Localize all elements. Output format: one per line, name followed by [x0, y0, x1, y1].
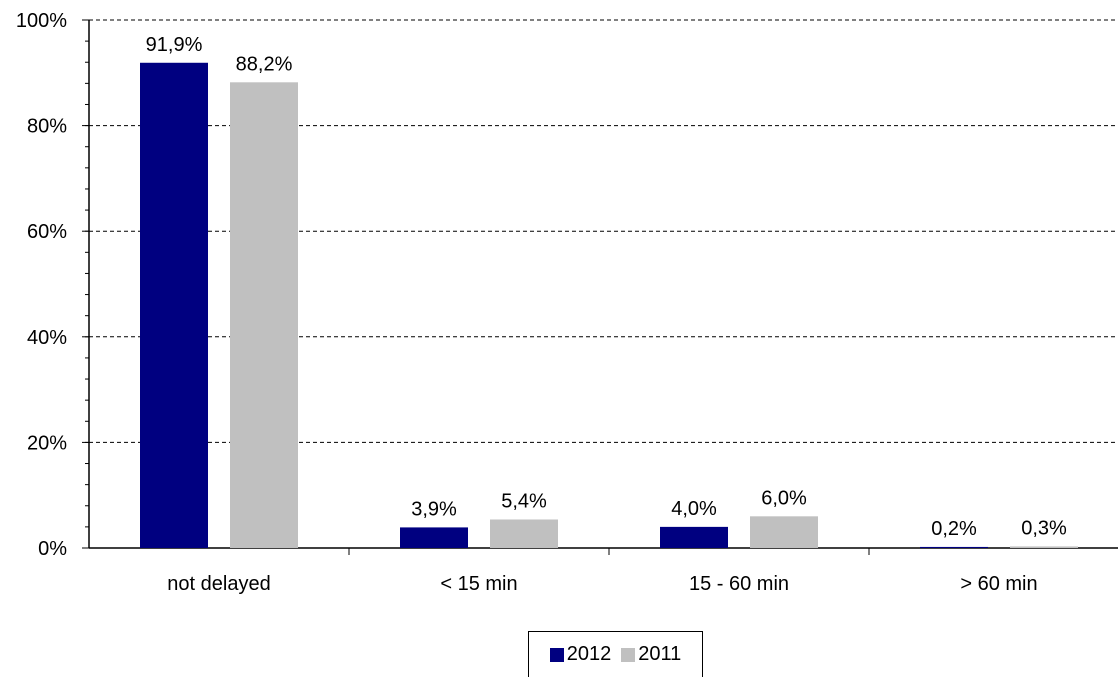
bar-2011-3: [1010, 546, 1078, 548]
legend-label-2011: 2011: [638, 643, 682, 665]
bar-2011-2: [750, 516, 818, 548]
y-tick-label: 0%: [38, 538, 67, 560]
x-tick-label: not delayed: [167, 573, 270, 595]
y-tick-label: 80%: [27, 116, 67, 138]
data-label-2011-3: 0,3%: [1021, 517, 1067, 539]
bar-2012-0: [140, 62, 208, 548]
y-tick-label: 40%: [27, 327, 67, 349]
data-label-2012-3: 0,2%: [931, 518, 977, 540]
legend-item-2012: 2012: [549, 643, 612, 666]
chart-legend: 2012 2011: [528, 631, 703, 677]
bar-2012-3: [920, 546, 988, 548]
x-tick-label: < 15 min: [440, 573, 517, 595]
bar-2011-0: [230, 82, 298, 548]
data-label-2012-0: 91,9%: [146, 34, 203, 56]
y-tick-label: 100%: [16, 10, 67, 32]
data-label-2011-1: 5,4%: [501, 490, 547, 512]
x-tick-label: 15 - 60 min: [689, 573, 789, 595]
legend-swatch-2012: [549, 647, 564, 662]
bar-2011-1: [490, 519, 558, 548]
legend-swatch-2011: [621, 647, 636, 662]
bar-chart: 0% 20% 40% 60% 80% 100% not delayed 91,9% 88,2% <…: [16, 10, 1118, 595]
x-tick-label: > 60 min: [960, 573, 1037, 595]
legend-label-2012: 2012: [566, 643, 612, 665]
data-label-2011-0: 88,2%: [236, 53, 293, 75]
y-tick-label: 20%: [27, 432, 67, 454]
data-label-2011-2: 6,0%: [761, 487, 807, 509]
bar-2012-2: [660, 526, 728, 548]
data-label-2012-1: 3,9%: [411, 498, 457, 520]
legend-item-2011: 2011: [621, 643, 681, 666]
data-label-2012-2: 4,0%: [671, 498, 717, 520]
y-tick-label: 60%: [27, 221, 67, 243]
bar-2012-1: [400, 527, 468, 548]
